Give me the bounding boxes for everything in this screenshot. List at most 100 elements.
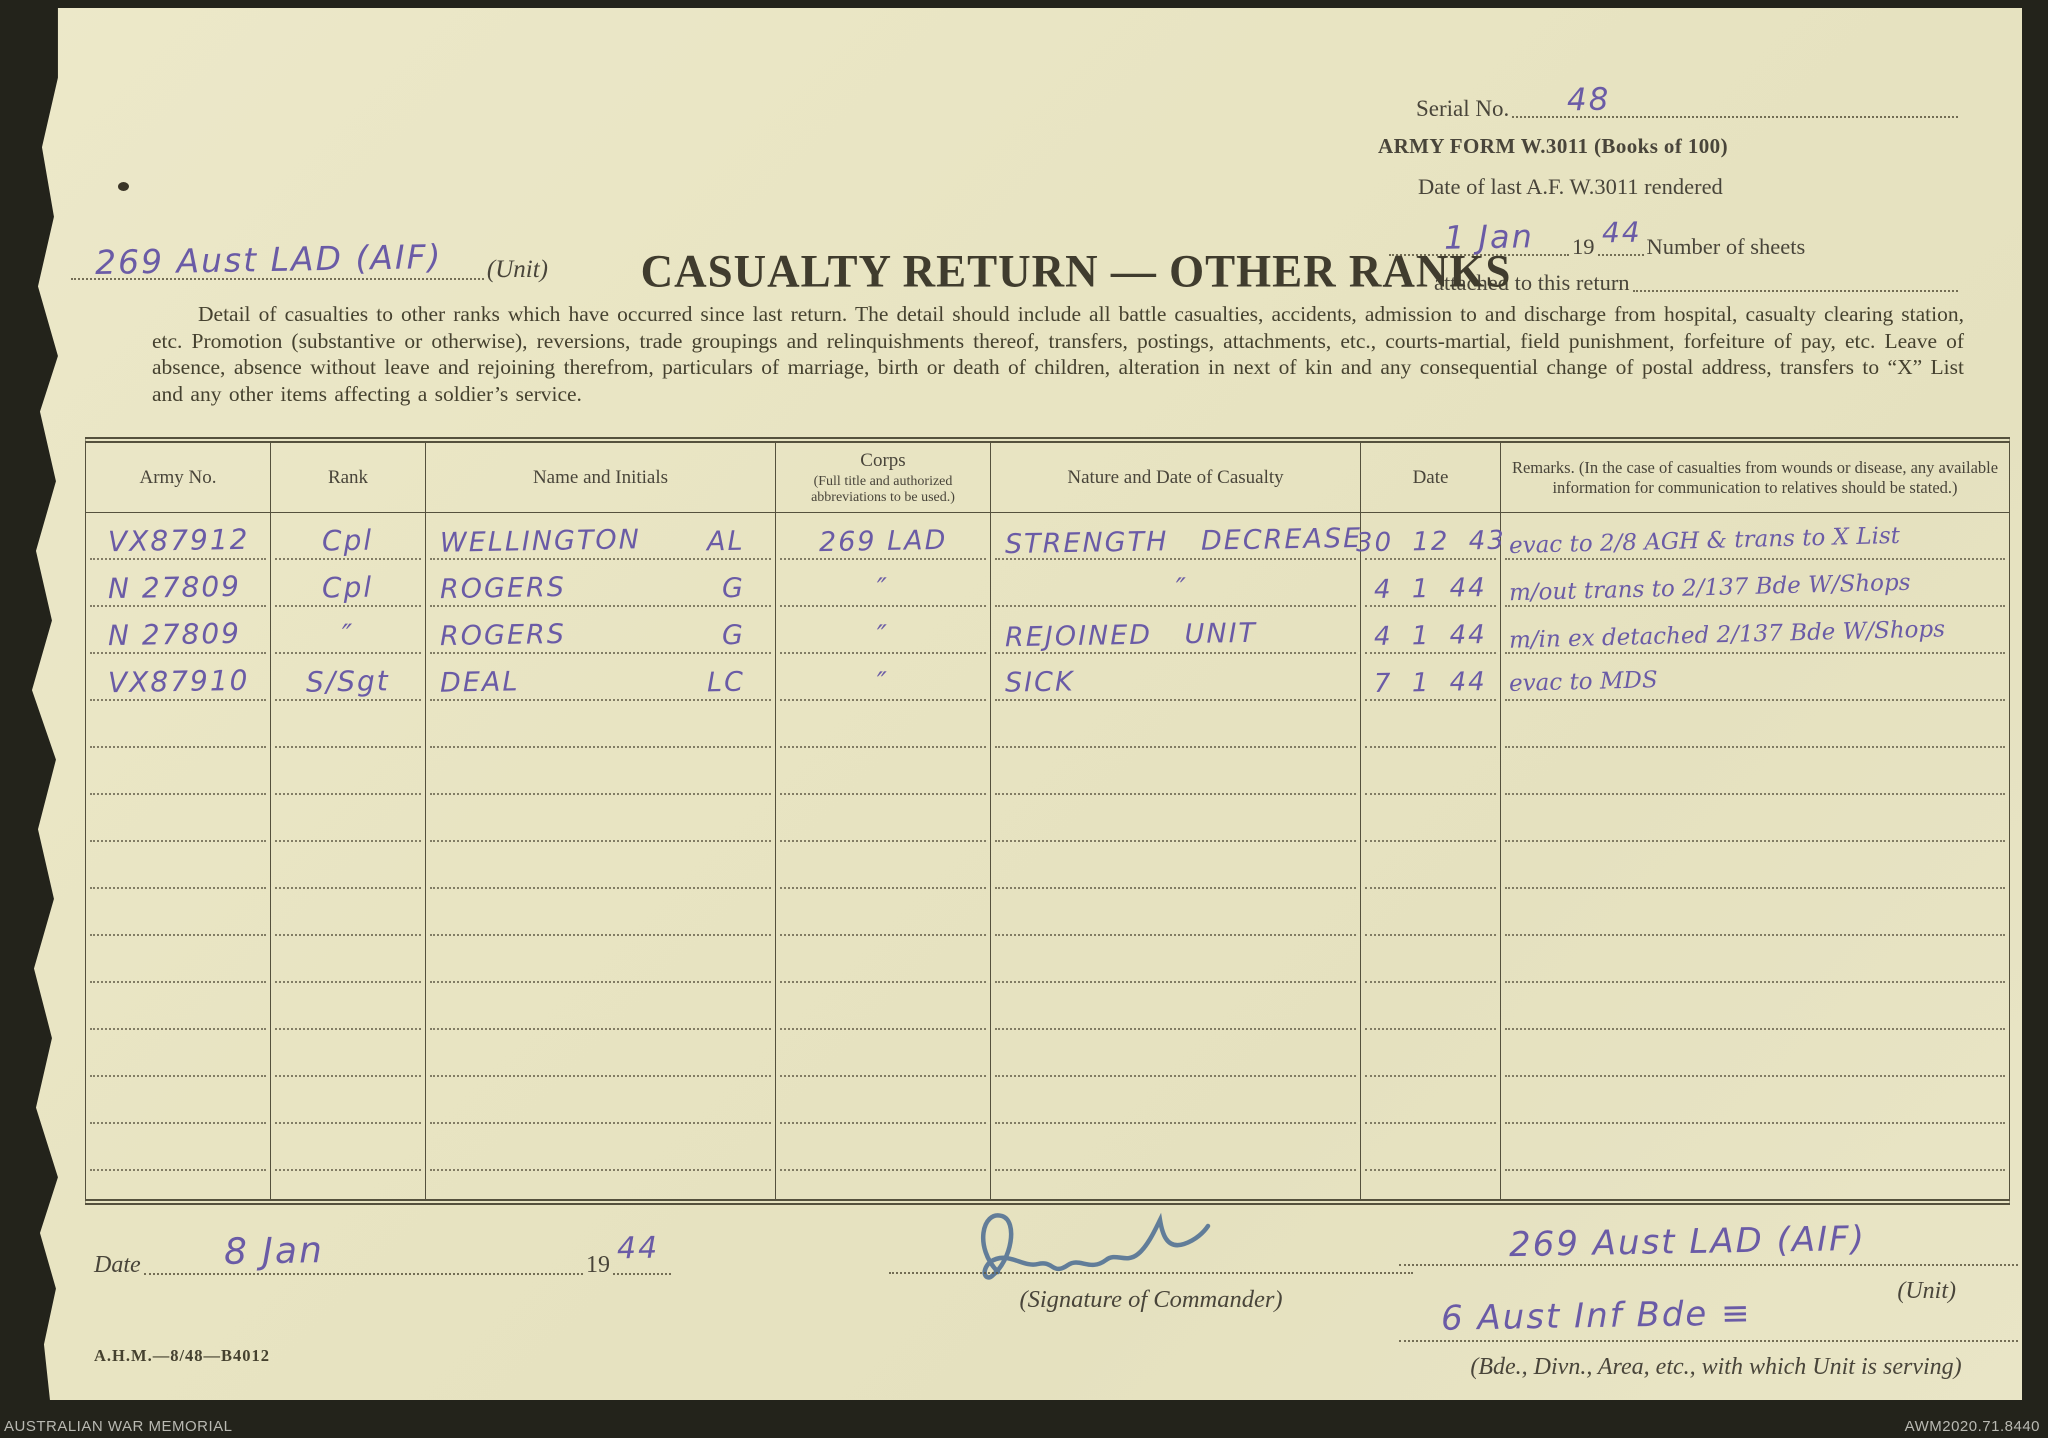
serial-dotted-line: 48 — [1512, 82, 1958, 118]
header-date: Date — [1361, 443, 1501, 512]
remarks-entry: evac to MDS — [1508, 667, 1658, 697]
name-entry: ROGERS — [439, 571, 567, 606]
army-no-entry: N 27809 — [107, 569, 242, 606]
table-row-empty — [86, 936, 2009, 983]
awm-id: AWM2020.71.8440 — [1904, 1418, 2040, 1435]
header-rank: Rank — [271, 443, 426, 512]
initials-entry: G — [721, 572, 746, 605]
awm-caption: AUSTRALIAN WAR MEMORIAL — [4, 1418, 233, 1435]
unit-bottom-dotted-line: 269 Aust LAD (AIF) — [1396, 1219, 2021, 1270]
unit-value-handwritten: 269 Aust LAD (AIF) — [94, 236, 443, 283]
bottom-year-prefix: 19 — [586, 1252, 610, 1278]
signature-dotted-line — [886, 1272, 1416, 1278]
table-row-empty — [86, 842, 2009, 889]
header-name: Name and Initials — [426, 443, 776, 512]
rank-entry: Cpl — [322, 523, 374, 558]
serving-handwritten: 6 Aust Inf Bde ≡ — [1440, 1293, 1752, 1339]
remarks-entry: evac to 2/8 AGH & trans to X List — [1508, 522, 1901, 560]
number-of-sheets-label: Number of sheets — [1646, 234, 1806, 259]
rendered-label-row: Date of last A.F. W.3011 rendered — [1418, 174, 1723, 200]
form-title: CASUALTY RETURN — OTHER RANKS — [640, 245, 1512, 297]
table-row: N 27809 ″ ROGERS G ″ REJOINED UNIT 4 1 4… — [86, 607, 2009, 654]
table-header-row: Army No. Rank Name and Initials Corps (F… — [86, 443, 2009, 513]
table-row-empty — [86, 889, 2009, 936]
army-no-entry: VX87912 — [107, 522, 250, 559]
form-number-row: ARMY FORM W.3011 (Books of 100) — [1378, 134, 1728, 159]
date-entry: 4 1 44 — [1373, 573, 1488, 605]
nature-entry: SICK — [1004, 666, 1075, 699]
table-row-empty — [86, 983, 2009, 1030]
header-remarks: Remarks. (In the case of casualties from… — [1511, 457, 1999, 497]
initials-entry: AL — [707, 525, 746, 558]
commander-signature — [981, 1212, 1211, 1280]
year-dotted-line: 44 — [1597, 216, 1644, 256]
corps-entry: 269 LAD — [818, 524, 948, 559]
date-entry: 7 1 44 — [1373, 667, 1488, 699]
remarks-entry: m/in ex detached 2/137 Bde W/Shops — [1508, 616, 1946, 654]
serving-label: (Bde., Divn., Area, etc., with which Uni… — [1470, 1354, 1962, 1380]
serving-label-wrap: (Bde., Divn., Area, etc., with which Uni… — [1396, 1354, 2022, 1381]
instructions-paragraph: Detail of casualties to other ranks whic… — [152, 302, 1964, 406]
initials-entry: G — [721, 619, 746, 652]
bottom-date-handwritten: 8 Jan — [223, 1230, 324, 1273]
bottom-year-handwritten: 44 — [616, 1230, 660, 1267]
table-row-empty — [86, 1124, 2009, 1171]
bottom-date-label: Date — [94, 1252, 141, 1278]
rendered-date-dotted-line: 1 Jan — [1389, 217, 1569, 257]
nature-entry: STRENGTH DECREASE — [1004, 522, 1363, 561]
bottom-year-dotted-line: 44 — [613, 1231, 671, 1275]
ink-blot — [118, 182, 129, 191]
army-no-entry: VX87910 — [107, 663, 250, 700]
header-nature: Nature and Date of Casualty — [991, 443, 1361, 512]
rendered-year-handwritten: 44 — [1601, 215, 1642, 250]
casualty-table: Army No. Rank Name and Initials Corps (F… — [85, 437, 2010, 1205]
year-prefix: 19 — [1572, 234, 1595, 259]
unit-bottom-label: (Unit) — [1897, 1278, 1956, 1304]
serial-row: Serial No. 48 — [1416, 82, 1961, 122]
unit-dotted-line: 269 Aust LAD (AIF) — [71, 237, 484, 282]
table-row-empty — [86, 1030, 2009, 1077]
name-entry: ROGERS — [439, 618, 567, 653]
corps-entry: ″ — [876, 666, 890, 699]
army-form-number: ARMY FORM W.3011 (Books of 100) — [1378, 134, 1728, 158]
serial-value-handwritten: 48 — [1566, 81, 1612, 119]
header-corps: Corps (Full title and authorized abbrevi… — [776, 443, 991, 512]
printer-code: A.H.M.—8/48—B4012 — [94, 1346, 271, 1365]
unit-bottom-handwritten: 269 Aust LAD (AIF) — [1508, 1218, 1867, 1266]
corps-entry: ″ — [876, 572, 890, 605]
name-entry: WELLINGTON — [439, 524, 642, 559]
name-entry: DEAL — [439, 666, 520, 699]
signature-label-wrap: (Signature of Commander) — [886, 1286, 1416, 1314]
remarks-entry: m/out trans to 2/137 Bde W/Shops — [1508, 569, 1911, 607]
date-last-rendered-label: Date of last A.F. W.3011 rendered — [1418, 174, 1723, 199]
table-row-empty — [86, 748, 2009, 795]
army-no-entry: N 27809 — [107, 616, 242, 653]
unit-bottom-label-wrap: (Unit) — [1396, 1278, 1956, 1305]
table-row-empty — [86, 701, 2009, 748]
header-army-no: Army No. — [86, 443, 271, 512]
form-paper: Serial No. 48 ARMY FORM W.3011 (Books of… — [31, 8, 2022, 1400]
rank-entry: Cpl — [322, 570, 374, 605]
rendered-date-row: 1 Jan 19 44 Number of sheets — [1386, 216, 1961, 260]
date-entry: 4 1 44 — [1373, 620, 1488, 652]
date-entry: 30 12 43 — [1355, 525, 1506, 559]
unit-top-row: 269 Aust LAD (AIF) (Unit) — [68, 237, 548, 284]
table-row-empty — [86, 795, 2009, 842]
nature-entry: ″ — [1176, 572, 1189, 605]
bottom-date-dotted-line: 8 Jan — [143, 1230, 583, 1275]
attached-row: attached to this return — [1434, 270, 1961, 296]
table-row: VX87910 S/Sgt DEAL LC ″ SICK 7 1 44 evac… — [86, 654, 2009, 701]
nature-entry: REJOINED UNIT — [1004, 617, 1258, 654]
corps-entry: ″ — [876, 619, 890, 652]
attached-dotted-line — [1632, 290, 1958, 292]
table-row-filler — [86, 1171, 2009, 1199]
table-row: VX87912 Cpl WELLINGTON AL 269 LAD STRENG… — [86, 513, 2009, 560]
table-body: VX87912 Cpl WELLINGTON AL 269 LAD STRENG… — [86, 513, 2009, 1199]
bottom-date-row: Date 8 Jan 19 44 — [94, 1230, 674, 1279]
initials-entry: LC — [706, 666, 746, 699]
serial-label: Serial No. — [1416, 96, 1510, 121]
rank-entry: ″ — [341, 617, 355, 652]
table-row: N 27809 Cpl ROGERS G ″ ″ 4 1 44 m/out tr… — [86, 560, 2009, 607]
signature-label: (Signature of Commander) — [1019, 1286, 1283, 1313]
table-row-empty — [86, 1077, 2009, 1124]
